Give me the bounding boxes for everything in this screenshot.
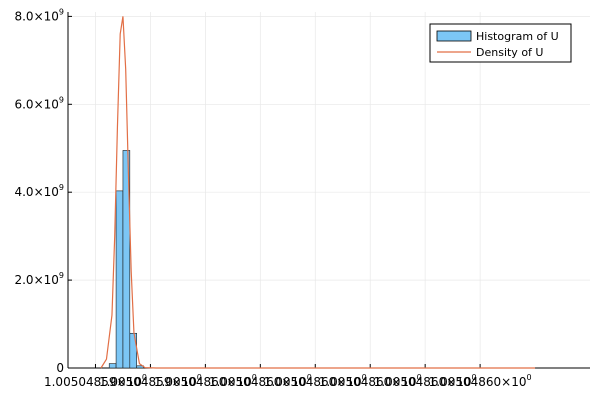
histogram-bar [115,190,124,369]
histogram-bars [108,150,144,369]
density-line-group [100,16,536,369]
y-tick-label: 8.0×109 [14,7,64,23]
legend: Histogram of U Density of U [429,23,572,63]
histogram-bar [108,363,117,369]
legend-swatch-histogram [436,30,472,42]
histogram-bar [122,150,131,369]
y-tick-label: 2.0×109 [14,271,64,287]
x-tick-label: 1.00504860×100 [154,373,257,389]
density-line [100,16,536,369]
y-tick-label: 4.0×109 [14,183,64,199]
x-tick-label: 1.00504860×100 [429,373,532,389]
x-tick-label: 1.00504860×100 [264,373,367,389]
legend-label-density: Density of U [476,46,543,59]
y-tick-label: 6.0×109 [14,95,64,111]
y-tick-labels: 0 2.0×109 4.0×109 6.0×109 8.0×109 [14,7,64,375]
y-tick-label: 0 [56,361,64,375]
x-tick-label: 1.00504860×100 [374,373,477,389]
x-tick-label: 1.00504859×100 [44,373,147,389]
histogram-bar [129,332,137,369]
x-tick-label: 1.00504860×100 [209,373,312,389]
legend-box [429,23,572,63]
legend-label-histogram: Histogram of U [476,30,559,43]
x-tick-labels: 1.00504859×1001.00504859×1001.00504860×1… [44,373,532,389]
x-tick-label: 1.00504859×100 [99,373,202,389]
x-tick-label: 1.00504860×100 [319,373,422,389]
grid [68,12,590,369]
